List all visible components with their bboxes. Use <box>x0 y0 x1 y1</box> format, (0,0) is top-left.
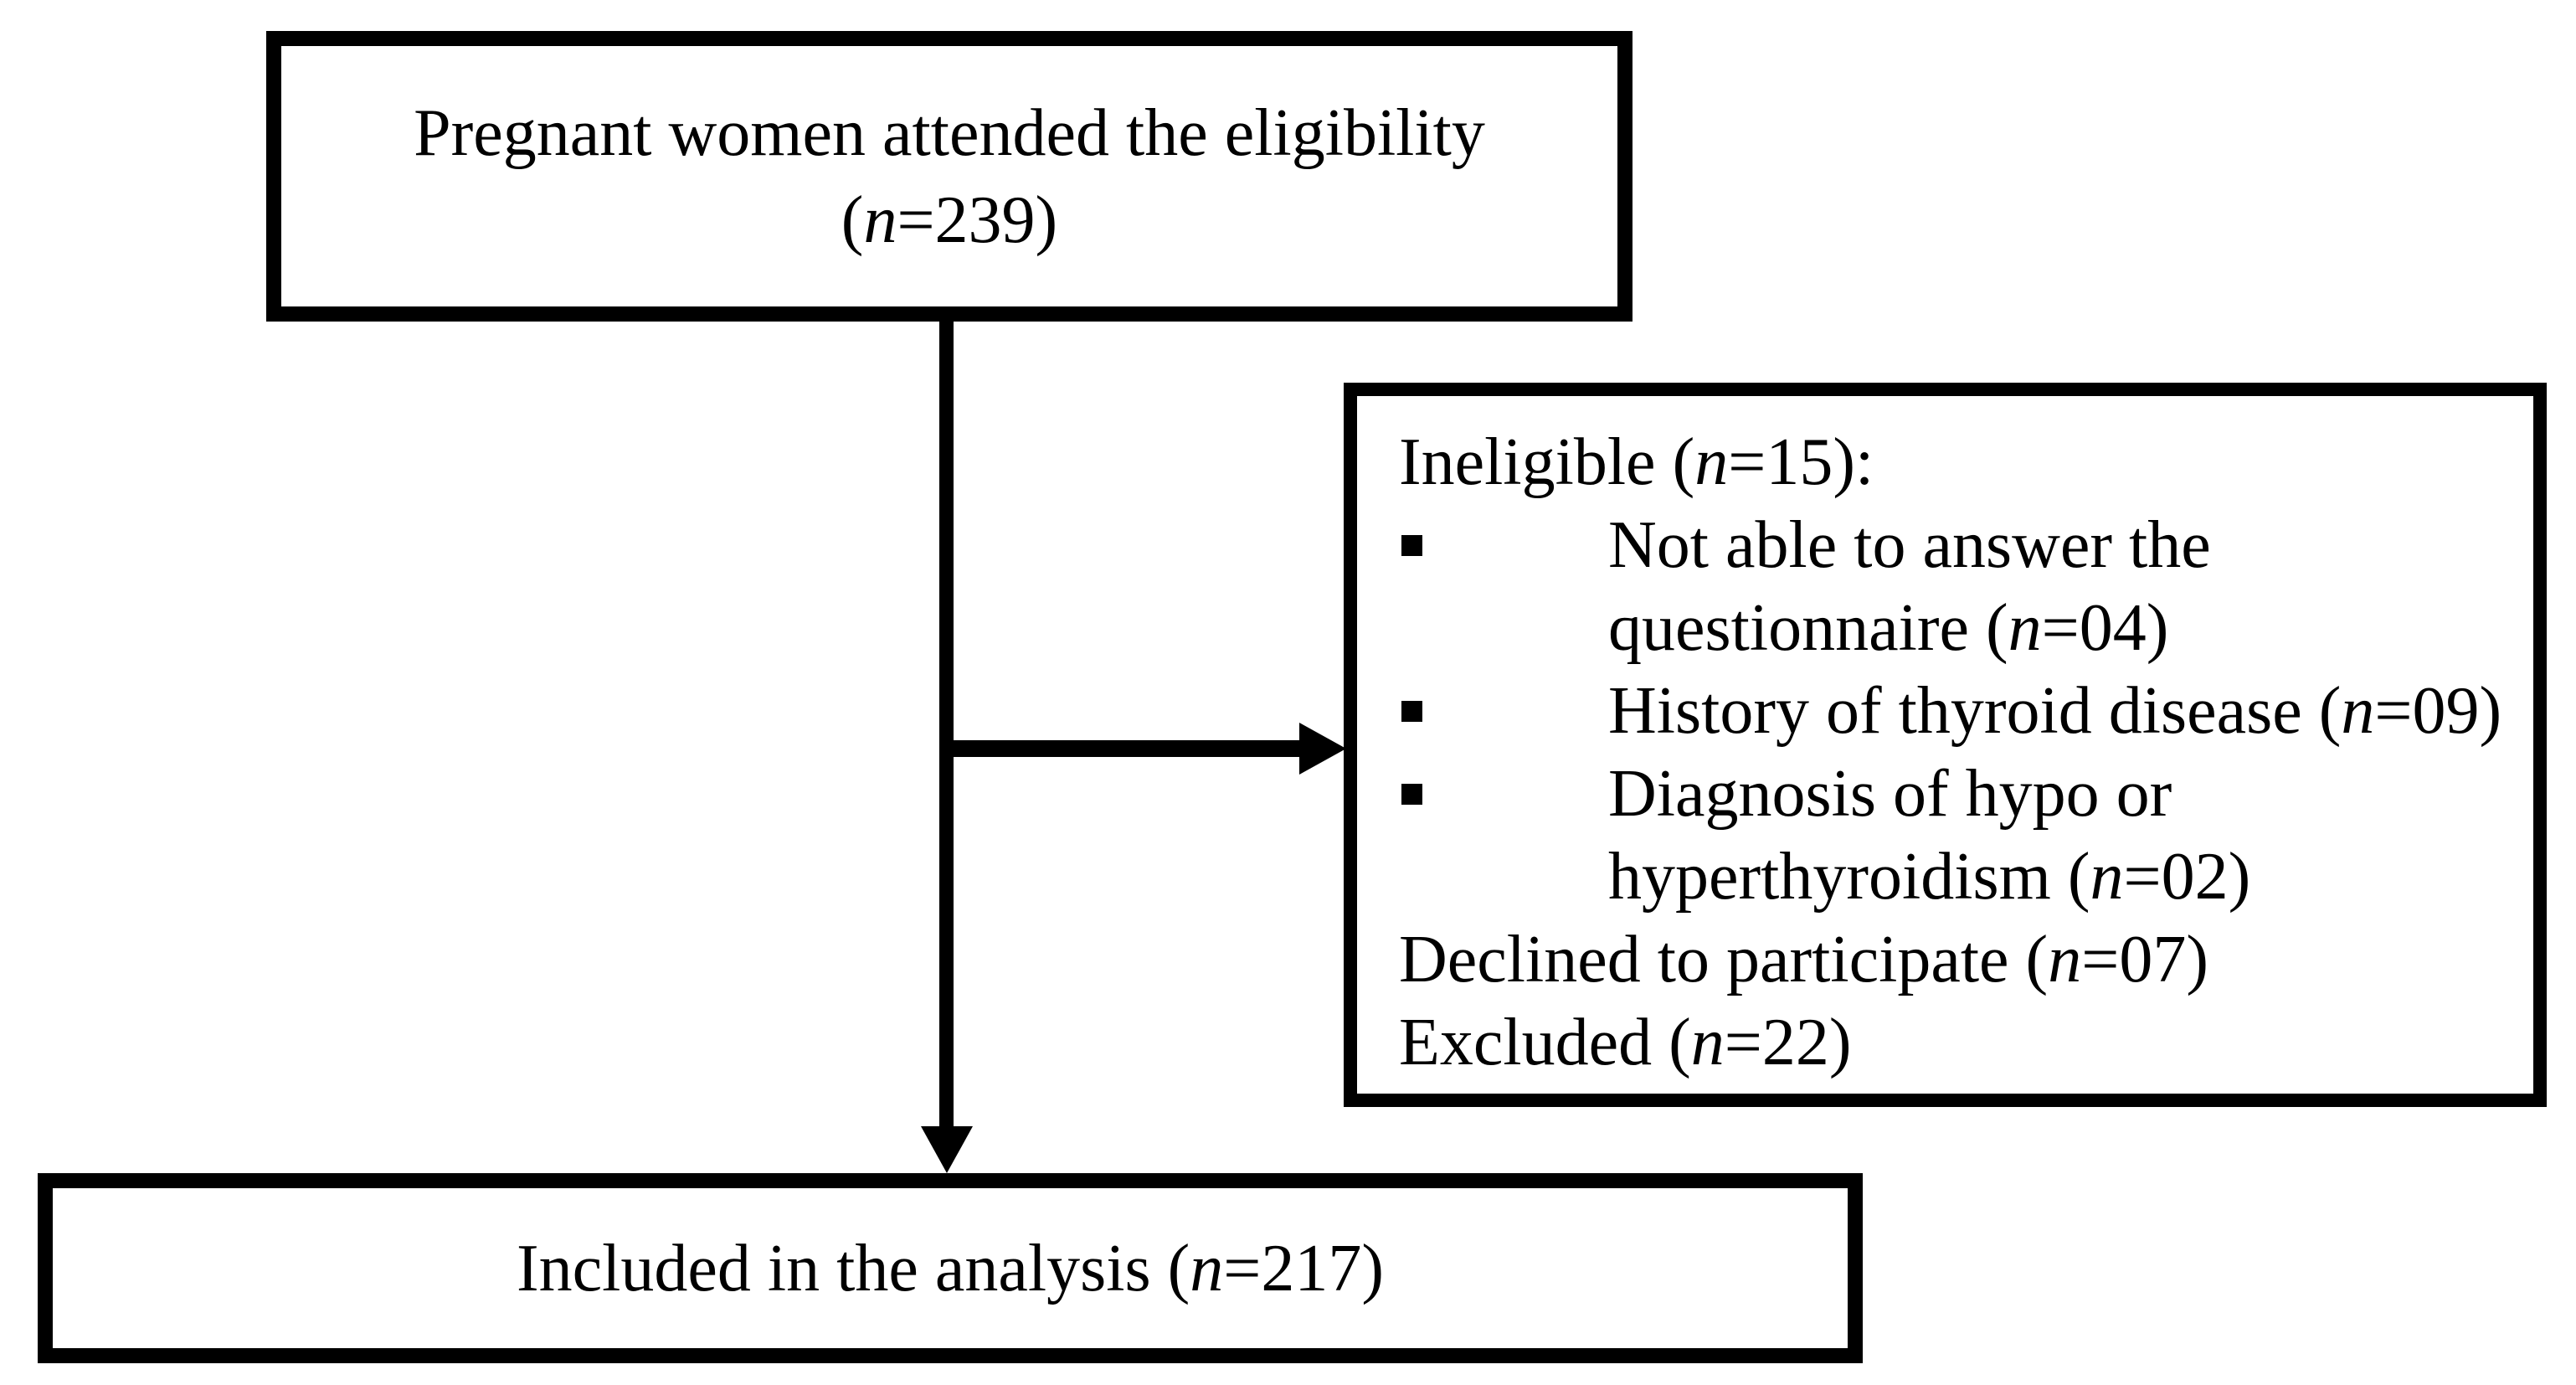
right-arrow-shaft <box>947 740 1299 757</box>
bullet-square-icon <box>1401 701 1422 722</box>
bullet-square-icon <box>1401 535 1422 556</box>
ineligible-bullet-text: Not able to answer the questionnaire (n=… <box>1608 508 2211 665</box>
eligibility-box-line1: Pregnant women attended the eligibility <box>414 95 1485 170</box>
right-arrowhead-icon <box>1299 723 1346 775</box>
bullet-square-icon <box>1401 784 1422 805</box>
included-box-line1: Included in the analysis (n=217) <box>517 1231 1384 1305</box>
down-arrow-shaft <box>939 322 954 1128</box>
eligibility-box: Pregnant women attended the eligibility … <box>266 31 1632 322</box>
ineligible-bullet-text: History of thyroid disease (n=09) <box>1608 674 2502 748</box>
ineligible-bullet-item: Not able to answer the questionnaire (n=… <box>1399 504 2518 670</box>
ineligible-bullet-item: History of thyroid disease (n=09) <box>1399 670 2518 753</box>
down-arrowhead-icon <box>921 1126 973 1173</box>
ineligible-box-title: Ineligible (n=15): <box>1399 425 1874 499</box>
ineligible-box: Ineligible (n=15): Not able to answer th… <box>1344 383 2547 1107</box>
included-box: Included in the analysis (n=217) <box>38 1173 1863 1363</box>
ineligible-bullet-text: Diagnosis of hypo or hyperthyroidism (n=… <box>1608 757 2251 914</box>
eligibility-box-line2: (n=239) <box>841 183 1058 257</box>
declined-line: Declined to participate (n=07) <box>1399 923 2208 996</box>
ineligible-bullet-item: Diagnosis of hypo or hyperthyroidism (n=… <box>1399 753 2518 919</box>
excluded-line: Excluded (n=22) <box>1399 1006 1852 1079</box>
